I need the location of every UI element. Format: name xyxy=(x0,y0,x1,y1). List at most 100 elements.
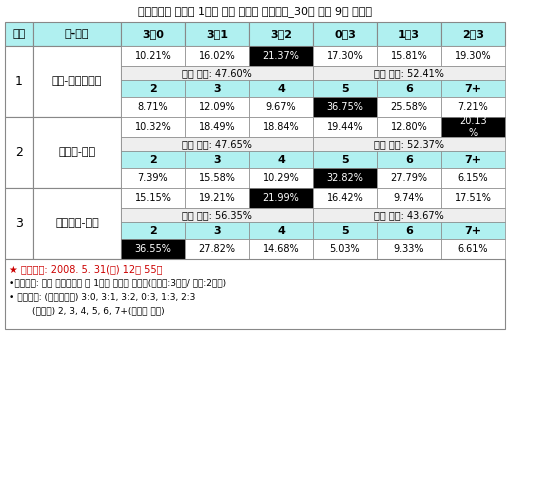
Text: 20.13
%: 20.13 % xyxy=(459,116,487,138)
Bar xyxy=(313,46,377,66)
Text: 10.21%: 10.21% xyxy=(134,51,171,61)
Text: 9.67%: 9.67% xyxy=(266,102,296,112)
Bar xyxy=(377,168,441,188)
Bar xyxy=(249,80,313,97)
Text: 2: 2 xyxy=(149,155,157,164)
Bar xyxy=(185,97,249,117)
Bar xyxy=(377,222,441,239)
Bar xyxy=(121,188,185,208)
Bar xyxy=(33,22,121,46)
Bar xyxy=(121,66,313,80)
Text: 18.84%: 18.84% xyxy=(262,122,299,132)
Text: (점수차) 2, 3, 4, 5, 6, 7+(점수차 이상): (점수차) 2, 3, 4, 5, 6, 7+(점수차 이상) xyxy=(9,306,165,316)
Bar xyxy=(121,22,185,46)
Bar xyxy=(377,22,441,46)
Text: 25.58%: 25.58% xyxy=(390,102,428,112)
Bar xyxy=(377,188,441,208)
Text: 36.55%: 36.55% xyxy=(134,244,171,254)
Text: 5: 5 xyxy=(341,83,349,93)
Bar xyxy=(33,117,121,188)
Text: 21.37%: 21.37% xyxy=(262,51,300,61)
Text: 2: 2 xyxy=(149,225,157,236)
Text: 7+: 7+ xyxy=(464,155,482,164)
Text: 홈팀 승리: 47.65%: 홈팀 승리: 47.65% xyxy=(182,139,252,149)
Text: • 표기방식: (세트스코어) 3:0, 3:1, 3:2, 0:3, 1:3, 2:3: • 표기방식: (세트스코어) 3:0, 3:1, 3:2, 0:3, 1:3,… xyxy=(9,293,195,301)
Text: 7+: 7+ xyxy=(464,225,482,236)
Text: 32.82%: 32.82% xyxy=(327,173,363,183)
Text: 경기: 경기 xyxy=(12,29,25,39)
Bar xyxy=(313,137,505,151)
Bar xyxy=(313,97,377,117)
Bar xyxy=(185,222,249,239)
Text: 17.30%: 17.30% xyxy=(327,51,363,61)
Text: 18.49%: 18.49% xyxy=(199,122,235,132)
Bar xyxy=(185,46,249,66)
Bar xyxy=(441,151,505,168)
Bar xyxy=(249,46,313,66)
Bar xyxy=(121,46,185,66)
Bar xyxy=(121,97,185,117)
Bar xyxy=(185,80,249,97)
Bar xyxy=(377,80,441,97)
Text: ★ 발매마감: 2008. 5. 31(토) 12시 55분: ★ 발매마감: 2008. 5. 31(토) 12시 55분 xyxy=(9,264,163,274)
Text: 9.74%: 9.74% xyxy=(394,193,424,203)
Text: 홈팀 패버: 43.67%: 홈팀 패버: 43.67% xyxy=(374,210,444,220)
Text: 6: 6 xyxy=(405,83,413,93)
Bar xyxy=(5,22,33,46)
Bar xyxy=(121,117,185,137)
Text: 이탈리아-일본: 이탈리아-일본 xyxy=(55,218,99,228)
Bar xyxy=(313,188,377,208)
Bar xyxy=(121,168,185,188)
Text: 6.15%: 6.15% xyxy=(458,173,488,183)
Bar xyxy=(5,259,505,329)
Bar xyxy=(441,97,505,117)
Bar xyxy=(33,46,121,117)
Bar xyxy=(121,80,185,97)
Bar xyxy=(313,208,505,222)
Bar xyxy=(185,117,249,137)
Text: ＜배구토토 스페셔 1회차 게임 투표율 중간집계_30일 오전 9시 현재＞: ＜배구토토 스페셔 1회차 게임 투표율 중간집계_30일 오전 9시 현재＞ xyxy=(138,6,372,18)
Bar xyxy=(377,239,441,259)
Text: 19.44%: 19.44% xyxy=(327,122,363,132)
Text: 4: 4 xyxy=(277,83,285,93)
Text: 3：2: 3：2 xyxy=(270,29,292,39)
Bar xyxy=(249,97,313,117)
Text: 홈팀 승리: 47.60%: 홈팀 승리: 47.60% xyxy=(182,68,252,78)
Text: 2: 2 xyxy=(15,146,23,159)
Bar xyxy=(5,46,33,117)
Text: 19.21%: 19.21% xyxy=(199,193,235,203)
Text: 7.21%: 7.21% xyxy=(457,102,488,112)
Text: 15.81%: 15.81% xyxy=(390,51,427,61)
Bar xyxy=(313,66,505,80)
Text: 5: 5 xyxy=(341,225,349,236)
Text: •게임방식: 최종 세트스코어 및 1세트 점수차 맞히기(트리플:3경기/ 더블:2경기): •게임방식: 최종 세트스코어 및 1세트 점수차 맞히기(트리플:3경기/ 더… xyxy=(9,278,226,288)
Bar xyxy=(313,168,377,188)
Bar xyxy=(441,188,505,208)
Text: 1：3: 1：3 xyxy=(398,29,420,39)
Text: 5: 5 xyxy=(341,155,349,164)
Bar xyxy=(185,188,249,208)
Bar xyxy=(441,168,505,188)
Bar xyxy=(313,239,377,259)
Text: 7+: 7+ xyxy=(464,83,482,93)
Text: 홈팀 패버: 52.41%: 홈팀 패버: 52.41% xyxy=(374,68,444,78)
Text: 알제리-이란: 알제리-이란 xyxy=(58,147,96,158)
Text: 10.32%: 10.32% xyxy=(134,122,171,132)
Text: 12.80%: 12.80% xyxy=(390,122,427,132)
Text: 9.33%: 9.33% xyxy=(394,244,424,254)
Bar xyxy=(185,168,249,188)
Bar xyxy=(121,137,313,151)
Bar xyxy=(249,188,313,208)
Text: 1: 1 xyxy=(15,75,23,88)
Text: 15.58%: 15.58% xyxy=(199,173,235,183)
Text: 8.71%: 8.71% xyxy=(138,102,168,112)
Bar xyxy=(313,22,377,46)
Text: 17.51%: 17.51% xyxy=(455,193,491,203)
Bar xyxy=(249,22,313,46)
Bar xyxy=(185,239,249,259)
Bar xyxy=(377,117,441,137)
Bar xyxy=(249,168,313,188)
Text: 27.82%: 27.82% xyxy=(199,244,235,254)
Text: 36.75%: 36.75% xyxy=(327,102,363,112)
Bar xyxy=(185,151,249,168)
